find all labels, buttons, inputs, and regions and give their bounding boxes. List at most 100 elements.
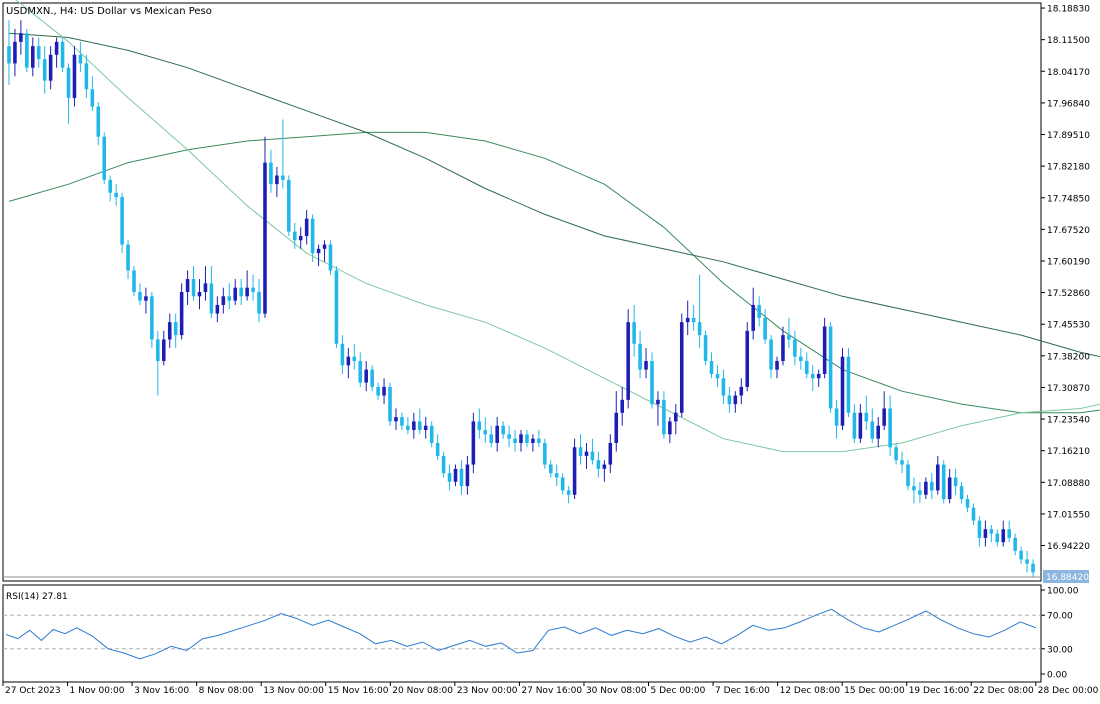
candle-body bbox=[394, 417, 398, 422]
candle-body bbox=[78, 54, 83, 64]
candle-body bbox=[126, 244, 130, 271]
candle-bullish bbox=[304, 210, 309, 245]
price-tick-label: 18.18830 bbox=[1047, 5, 1090, 15]
candle-body bbox=[769, 339, 773, 370]
candle-bearish bbox=[376, 382, 380, 400]
candle-bullish bbox=[144, 287, 148, 314]
candle-body bbox=[340, 343, 345, 366]
candle-bullish bbox=[13, 28, 17, 77]
candle-bearish bbox=[483, 417, 488, 443]
candle-body bbox=[894, 447, 898, 461]
candle-bullish bbox=[876, 417, 881, 448]
candle-body bbox=[799, 356, 803, 362]
candle-bearish bbox=[554, 464, 559, 487]
candle-body bbox=[721, 378, 726, 396]
candle-bearish bbox=[370, 365, 374, 392]
candle-body bbox=[197, 292, 202, 297]
candle-body bbox=[924, 481, 928, 495]
candle-body bbox=[697, 322, 702, 336]
candle-body bbox=[304, 218, 309, 236]
candle-bullish bbox=[322, 240, 327, 262]
price-tick-label: 18.11500 bbox=[1047, 36, 1090, 46]
candle-bullish bbox=[935, 455, 940, 495]
price-tick-label: 17.96840 bbox=[1047, 99, 1090, 109]
candle-body bbox=[602, 464, 607, 469]
candle-bearish bbox=[42, 46, 47, 94]
candle-bearish bbox=[251, 274, 255, 301]
candle-body bbox=[435, 442, 440, 456]
candle-body bbox=[941, 464, 946, 500]
rsi-tick-label: 0.00 bbox=[1047, 671, 1067, 681]
candle-bearish bbox=[287, 175, 291, 236]
candle-body bbox=[96, 106, 101, 137]
candle-body bbox=[840, 356, 845, 426]
candle-body bbox=[66, 67, 71, 98]
candle-body bbox=[668, 421, 672, 435]
price-tick-label: 17.01550 bbox=[1047, 510, 1090, 520]
candle-body bbox=[358, 361, 363, 383]
candle-body bbox=[906, 464, 910, 487]
candle-body bbox=[614, 412, 619, 443]
main-chart-frame bbox=[2, 2, 1042, 582]
candle-bearish bbox=[721, 369, 726, 405]
price-axis: 18.18830 18.11500 18.04170 17.96840 17.89510… bbox=[1041, 5, 1090, 552]
candle-body bbox=[376, 386, 380, 396]
candle-bullish bbox=[531, 434, 535, 452]
candle-bearish bbox=[1013, 533, 1017, 556]
candle-body bbox=[453, 468, 458, 482]
candle-body bbox=[19, 33, 23, 42]
candle-body bbox=[465, 464, 470, 487]
candle-bearish bbox=[191, 266, 196, 301]
candle-bearish bbox=[60, 37, 65, 73]
candle-bearish bbox=[804, 352, 809, 379]
candle-body bbox=[459, 468, 464, 487]
candle-body bbox=[507, 434, 511, 439]
candle-body bbox=[292, 231, 297, 241]
candle-body bbox=[156, 339, 160, 362]
symbol-label: USDMXN. bbox=[6, 6, 54, 17]
candle-bearish bbox=[435, 434, 440, 461]
candle-body bbox=[519, 434, 523, 443]
candle-body bbox=[364, 369, 368, 383]
candle-body bbox=[888, 408, 892, 448]
candle-bearish bbox=[787, 317, 791, 349]
time-tick-label: 13 Nov 00:00 bbox=[263, 686, 324, 696]
candle-body bbox=[1007, 529, 1011, 538]
candle-bullish bbox=[54, 37, 59, 68]
candle-bearish bbox=[977, 516, 982, 547]
candle-body bbox=[608, 442, 613, 465]
candle-body bbox=[429, 425, 434, 443]
candle-bullish bbox=[584, 442, 589, 469]
candle-bearish bbox=[959, 481, 964, 504]
candle-body bbox=[48, 54, 53, 81]
candle-bearish bbox=[120, 192, 124, 254]
candle-bearish bbox=[66, 63, 71, 124]
price-tick-label: 17.67520 bbox=[1047, 226, 1090, 236]
candle-body bbox=[263, 162, 267, 314]
candle-body bbox=[977, 520, 982, 538]
price-tick-label: 17.74850 bbox=[1047, 194, 1090, 204]
candle-bearish bbox=[834, 399, 839, 439]
rsi-tick-label: 70.00 bbox=[1047, 612, 1073, 622]
candle-body bbox=[441, 455, 446, 474]
rsi-label: RSI(14) 27.81 bbox=[6, 592, 68, 602]
candle-body bbox=[787, 335, 791, 340]
candle-body bbox=[447, 473, 452, 482]
candle-bullish bbox=[572, 438, 577, 500]
candle-body bbox=[822, 326, 827, 374]
time-tick-label: 15 Dec 00:00 bbox=[844, 686, 905, 696]
candle-bearish bbox=[132, 266, 136, 297]
rsi-tick-label: 100.00 bbox=[1047, 587, 1079, 597]
candle-bearish bbox=[691, 304, 696, 331]
candle-bearish bbox=[108, 175, 112, 202]
candle-body bbox=[596, 460, 601, 469]
candle-bearish bbox=[340, 335, 345, 374]
candle-bearish bbox=[501, 421, 505, 439]
candle-bearish bbox=[828, 322, 833, 413]
candle-body bbox=[882, 408, 886, 426]
candle-bullish bbox=[781, 326, 785, 366]
candle-body bbox=[120, 197, 124, 245]
candle-bullish bbox=[48, 46, 53, 90]
